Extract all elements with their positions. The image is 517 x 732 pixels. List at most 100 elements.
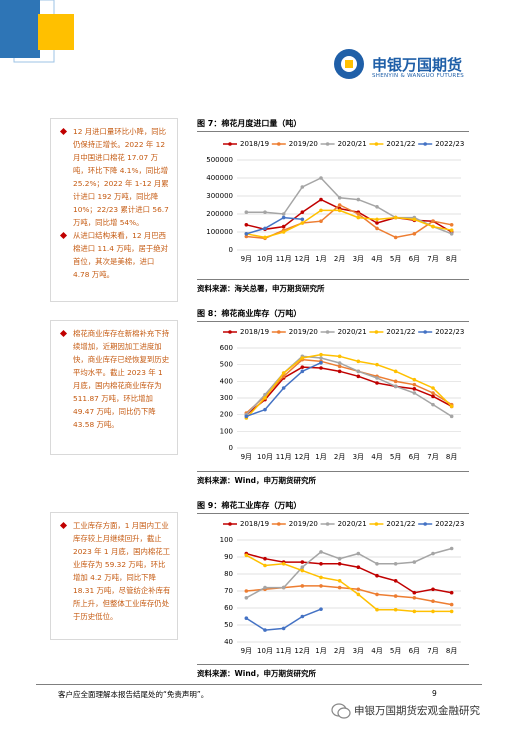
series-line — [246, 177, 452, 235]
point — [356, 551, 361, 556]
x-tick-label: 3月 — [353, 453, 364, 461]
point — [263, 556, 267, 561]
point — [412, 382, 417, 387]
series-line — [245, 366, 453, 416]
point — [431, 394, 435, 399]
point — [431, 391, 435, 395]
legend-marker — [374, 142, 379, 146]
point — [375, 376, 379, 380]
y-tick-label: 100000 — [206, 228, 233, 236]
point — [263, 628, 267, 632]
point — [356, 587, 361, 592]
disclaimer: 客户应全面理解本报告结尾处的“免责声明”。 — [58, 690, 209, 699]
x-tick-label: 8月 — [446, 453, 457, 461]
point — [375, 381, 379, 385]
point — [337, 369, 342, 374]
x-tick-label: 12月 — [294, 453, 310, 461]
header-decoration — [0, 0, 74, 63]
y-tick-label: 70 — [224, 587, 233, 595]
x-tick-label: 10月 — [257, 255, 273, 263]
x-tick-label: 10月 — [257, 647, 273, 655]
point — [412, 391, 417, 395]
legend-marker — [228, 142, 232, 146]
point — [431, 587, 435, 592]
legend-marker — [325, 522, 330, 526]
x-tick-label: 8月 — [446, 647, 457, 655]
x-tick-label: 8月 — [446, 255, 457, 263]
point — [319, 366, 323, 370]
x-tick-label: 1月 — [315, 647, 326, 655]
point — [281, 562, 286, 566]
point — [300, 356, 305, 360]
point — [412, 609, 417, 614]
point — [244, 210, 249, 214]
figure-title: 图 7：棉花月度进口量（吨） — [197, 118, 469, 132]
point — [431, 386, 435, 390]
legend-marker — [277, 522, 281, 526]
y-tick-label: 100 — [220, 427, 233, 435]
point — [393, 579, 398, 583]
legend-label: 2020/21 — [338, 520, 367, 528]
legend-label: 2020/21 — [338, 140, 367, 148]
point — [431, 599, 435, 603]
point — [393, 369, 398, 374]
x-tick-label: 12月 — [294, 647, 310, 655]
y-tick-label: 300000 — [206, 192, 233, 200]
note-paragraph: 棉花商业库存在新棉补充下持续增加，近期因加工进度加快，商业库存已经恢复到历史平均… — [59, 327, 171, 431]
series-line — [245, 547, 452, 599]
point — [281, 585, 286, 590]
point — [337, 364, 342, 369]
y-tick-label: 100 — [220, 536, 233, 544]
point — [375, 226, 379, 231]
y-tick-label: 300 — [220, 394, 233, 402]
series-line — [246, 204, 452, 240]
point — [393, 379, 398, 384]
point — [300, 210, 305, 214]
point — [412, 590, 417, 595]
point — [356, 374, 361, 379]
chart: 0 100 200 300 400 500 600 9月 10月 11月 12月 1月 2月 3月 4月 5月… — [220, 328, 465, 461]
point — [356, 212, 361, 216]
legend-marker — [228, 330, 232, 334]
point — [263, 563, 267, 568]
point — [393, 235, 398, 240]
point — [263, 226, 267, 231]
y-tick-label: 90 — [224, 553, 233, 561]
x-tick-label: 11月 — [276, 255, 292, 263]
legend-label: 2020/21 — [338, 328, 367, 336]
point — [244, 596, 249, 600]
point — [337, 208, 342, 213]
series-line — [246, 216, 303, 235]
note-paragraph: 工业库存方面，1 月国内工业库存较上月继续回升，截止 2023 年 1 月底，国… — [59, 519, 171, 623]
legend-marker — [277, 330, 281, 334]
point — [300, 560, 305, 564]
point — [300, 185, 305, 189]
wechat-icon — [331, 703, 351, 719]
point — [337, 579, 342, 583]
point — [244, 414, 249, 419]
point — [449, 414, 454, 419]
point — [375, 607, 379, 612]
point — [431, 219, 435, 223]
point — [244, 553, 249, 558]
point — [393, 384, 398, 389]
point — [412, 217, 417, 222]
point — [449, 546, 454, 551]
note-box: 工业库存方面，1 月国内工业库存较上月继续回升，截止 2023 年 1 月底，国… — [50, 512, 178, 640]
x-tick-label: 7月 — [427, 255, 438, 263]
legend-marker — [423, 142, 427, 146]
point — [393, 215, 398, 220]
point — [244, 616, 249, 620]
point — [281, 386, 286, 390]
point — [393, 607, 398, 612]
chart: 40 50 60 70 80 90 100 9月 10月 11月 12月 1月 2月 3月 4月 5月 6月 7月… — [220, 520, 465, 655]
point — [431, 609, 435, 614]
x-tick-label: 2月 — [334, 255, 345, 263]
point — [263, 396, 267, 400]
legend-marker — [374, 330, 379, 334]
point — [356, 592, 361, 597]
page-number: 9 — [432, 689, 437, 698]
point — [375, 592, 379, 597]
point — [356, 215, 361, 220]
